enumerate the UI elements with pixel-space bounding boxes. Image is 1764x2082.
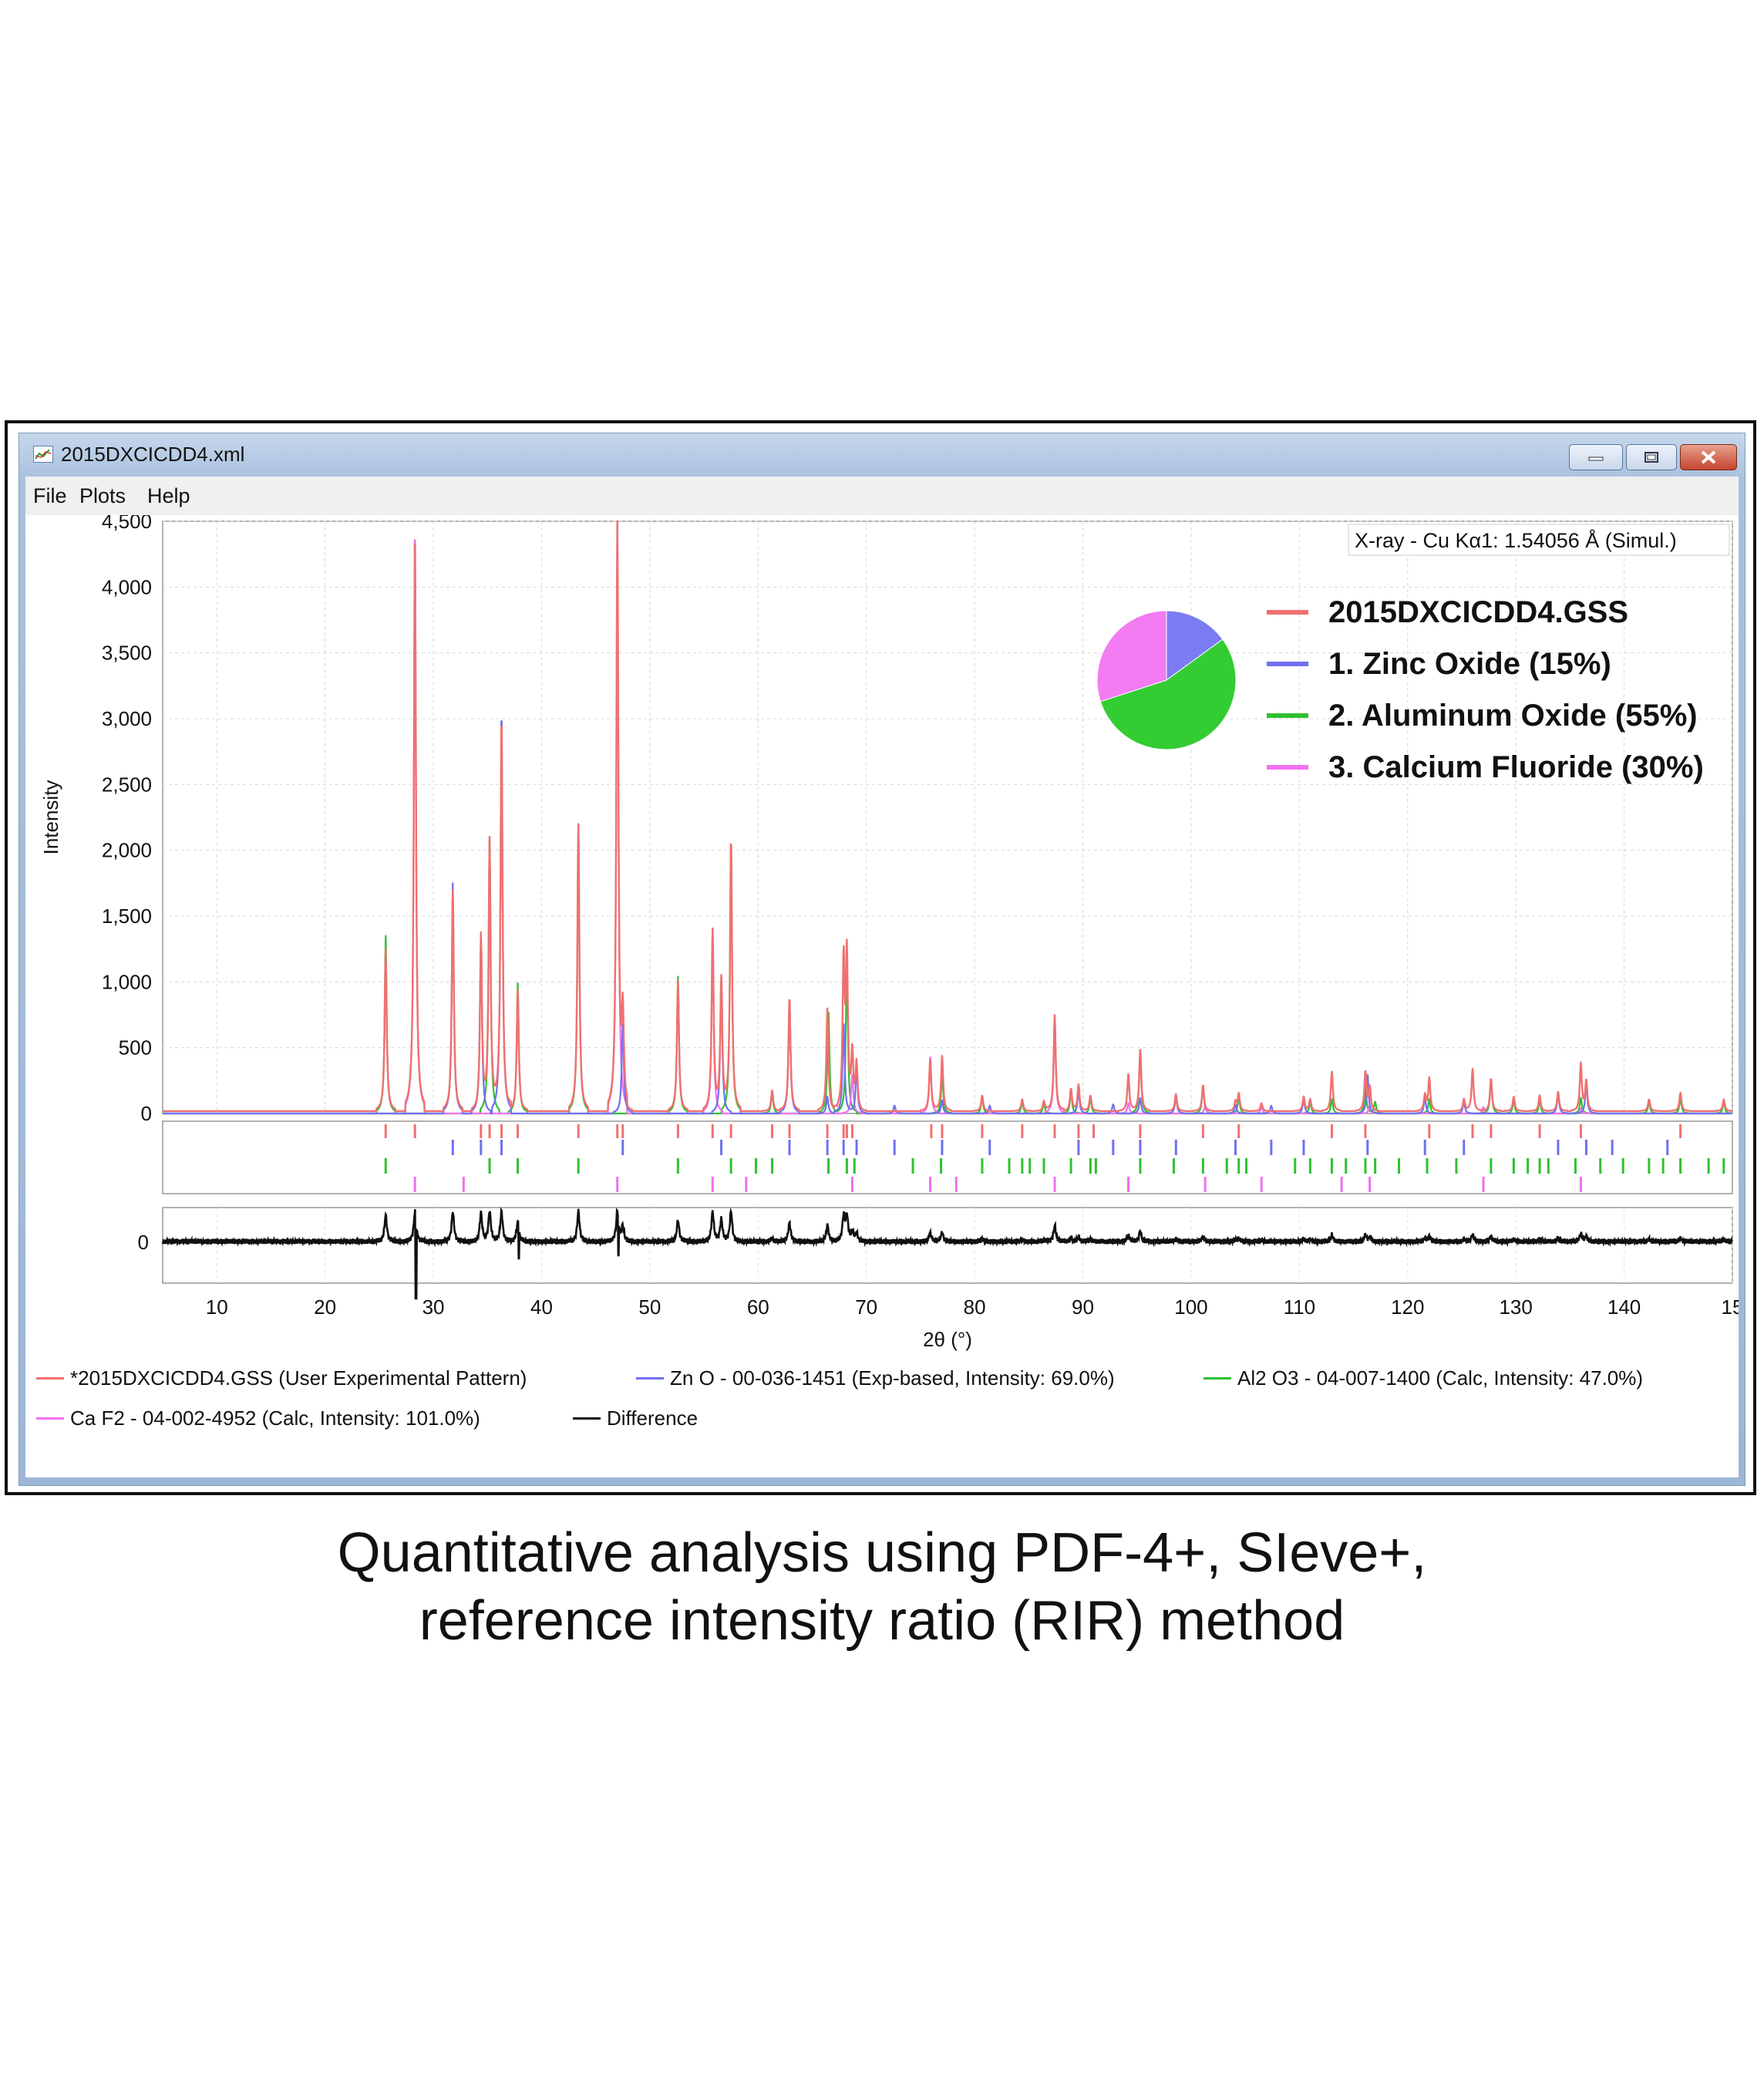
y-tick-label: 2,500	[102, 773, 152, 796]
y-axis-label: Intensity	[39, 780, 62, 855]
annotation-box	[1348, 524, 1730, 556]
legend-swatch	[636, 1377, 664, 1380]
legend-swatch	[36, 1417, 64, 1420]
legend-swatch	[36, 1377, 64, 1380]
x-tick-label: 80	[964, 1295, 986, 1319]
menu-bar: File Plots Help	[25, 477, 1739, 515]
pie-slice	[1096, 610, 1167, 702]
x-tick-label: 130	[1499, 1295, 1532, 1319]
menu-help[interactable]: Help	[147, 484, 190, 507]
y-tick-label: 3,500	[102, 642, 152, 665]
inset-legend-label: 2015DXCICDD4.GSS	[1328, 595, 1628, 629]
series-legend: *2015DXCICDD4.GSS (User Experimental Pat…	[25, 1362, 1739, 1477]
tick-marks-frame	[162, 1120, 1733, 1194]
x-tick-label: 30	[422, 1295, 445, 1319]
legend-label: Zn O - 00-036-1451 (Exp-based, Intensity…	[670, 1366, 1115, 1390]
window-title: 2015DXCICDD4.xml	[61, 443, 245, 466]
x-tick-label: 120	[1391, 1295, 1424, 1319]
xrd-chart[interactable]: 05001,0001,5002,0002,5003,0003,5004,0004…	[25, 515, 1739, 1362]
plot-area: 0 500 1,000 1,500 2,000 2,500 3,000 3,500 4,000 4…	[25, 515, 1739, 1477]
legend-swatch	[1203, 1377, 1231, 1380]
menu-plots[interactable]: Plots	[79, 484, 126, 507]
y-tick-label: 2,000	[102, 839, 152, 862]
annotation-text: X-ray - Cu Kα1: 1.54056 Å (Simul.)	[1355, 528, 1677, 552]
x-tick-label: 90	[1072, 1295, 1094, 1319]
inset-legend-label: 3. Calcium Fluoride (30%)	[1328, 750, 1704, 784]
legend-label: Difference	[607, 1407, 699, 1430]
caption-line-2: reference intensity ratio (RIR) method	[419, 1590, 1345, 1652]
x-tick-label: 20	[314, 1295, 336, 1319]
x-axis-label: 2θ (°)	[923, 1328, 972, 1351]
menu-file[interactable]: File	[33, 484, 67, 507]
y-tick-label: 1,000	[102, 970, 152, 993]
inset-legend-label: 1. Zinc Oxide (15%)	[1328, 647, 1611, 681]
x-tick-label: 70	[855, 1295, 877, 1319]
series-line-experimental	[162, 520, 1733, 1113]
wavelength-annotation: X-ray - Cu Kα1: 1.54056 Å (Simul.)	[1348, 524, 1730, 556]
maximize-button[interactable]	[1626, 444, 1677, 470]
legend-label: Al2 O3 - 04-007-1400 (Calc, Intensity: 4…	[1237, 1366, 1644, 1390]
legend-swatch	[573, 1417, 601, 1420]
pie-slice	[1099, 638, 1237, 750]
y-tick-label: 4,500	[102, 515, 152, 533]
y-tick-label: 500	[119, 1036, 152, 1060]
legend-item-caf2: Ca F2 - 04-002-4952 (Calc, Intensity: 10…	[36, 1407, 480, 1430]
legend-item-difference: Difference	[573, 1407, 698, 1430]
title-bar[interactable]: 2015DXCICDD4.xml	[19, 433, 1745, 475]
pie-slice	[1166, 610, 1224, 681]
legend-label: Ca F2 - 04-002-4952 (Calc, Intensity: 10…	[70, 1407, 480, 1430]
x-tick-label: 100	[1174, 1295, 1207, 1319]
difference-curve	[161, 1207, 1733, 1300]
inset-legend-label: 2. Aluminum Oxide (55%)	[1328, 699, 1698, 733]
caption: Quantitative analysis using PDF-4+, SIev…	[0, 1519, 1764, 1655]
difference-plot-frame	[162, 1207, 1733, 1284]
caption-line-1: Quantitative analysis using PDF-4+, SIev…	[337, 1522, 1427, 1584]
y-tick-label: 0	[141, 1102, 152, 1125]
legend-item-experimental: *2015DXCICDD4.GSS (User Experimental Pat…	[36, 1366, 527, 1390]
x-tick-label: 60	[747, 1295, 769, 1319]
y-tick-label: 3,000	[102, 707, 152, 730]
minimize-button[interactable]	[1569, 444, 1623, 470]
x-tick-label: 10	[206, 1295, 228, 1319]
close-button[interactable]	[1680, 444, 1737, 470]
x-tick-label: 110	[1284, 1295, 1315, 1319]
legend-label: *2015DXCICDD4.GSS (User Experimental Pat…	[70, 1366, 527, 1390]
x-tick-label: 40	[530, 1295, 553, 1319]
x-tick-label: 15	[1722, 1295, 1739, 1319]
y-tick-label: 4,000	[102, 575, 152, 598]
screenshot-frame: 2015DXCICDD4.xml File Plots Help 0 500 1,0…	[5, 420, 1756, 1495]
difference-zero-label: 0	[138, 1231, 149, 1254]
x-tick-label: 50	[638, 1295, 661, 1319]
app-window: 2015DXCICDD4.xml File Plots Help 0 500 1,0…	[19, 433, 1745, 1486]
y-tick-label: 1,500	[102, 905, 152, 928]
legend-item-zno: Zn O - 00-036-1451 (Exp-based, Intensity…	[636, 1366, 1115, 1390]
chart-app-icon	[33, 446, 53, 463]
x-tick-label: 140	[1607, 1295, 1641, 1319]
legend-item-al2o3: Al2 O3 - 04-007-1400 (Calc, Intensity: 4…	[1203, 1366, 1643, 1390]
series-line-zno	[162, 720, 1732, 1115]
